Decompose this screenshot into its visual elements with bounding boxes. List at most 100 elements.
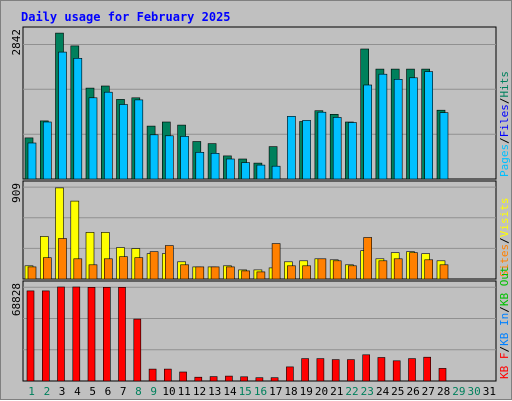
legend-entry: Pages bbox=[498, 144, 511, 177]
bar-kb_f bbox=[301, 358, 309, 382]
bar-sites bbox=[104, 258, 113, 280]
legend-entry: Sites bbox=[498, 244, 511, 277]
bar-kb_f bbox=[438, 368, 447, 382]
bar-sites bbox=[58, 238, 67, 280]
legend-entry: KB In bbox=[498, 313, 511, 346]
bar-sites bbox=[332, 260, 342, 280]
bar-kb_f bbox=[133, 318, 142, 382]
x-tick-label: 21 bbox=[330, 385, 343, 398]
bar-kb_f bbox=[331, 359, 340, 382]
x-tick-label: 24 bbox=[376, 385, 390, 398]
x-tick-label: 12 bbox=[193, 385, 206, 398]
bar-kb_f bbox=[26, 290, 35, 382]
x-tick-label: 19 bbox=[300, 385, 313, 398]
x-tick-label: 25 bbox=[391, 385, 404, 398]
bar-pages bbox=[363, 84, 373, 180]
legend-entry: Files bbox=[498, 104, 511, 137]
x-tick-label: 9 bbox=[150, 385, 157, 398]
bar-kb_f bbox=[118, 286, 126, 382]
x-tick-label: 28 bbox=[437, 385, 450, 398]
legend-hits: Pages/Files/Hits bbox=[498, 71, 511, 177]
bar-sites bbox=[119, 256, 128, 280]
bar-pages bbox=[439, 112, 449, 180]
x-tick-label: 22 bbox=[345, 385, 358, 398]
x-tick-label: 27 bbox=[422, 385, 435, 398]
bar-pages bbox=[317, 111, 327, 180]
bar-kb_f bbox=[164, 368, 172, 382]
bar-pages bbox=[58, 51, 67, 180]
panel-frame-kbytes bbox=[22, 280, 497, 382]
bar-sites bbox=[73, 258, 83, 280]
bar-pages bbox=[256, 164, 266, 180]
x-tick-label: 10 bbox=[162, 385, 175, 398]
bar-pages bbox=[302, 120, 311, 180]
legend-entry: / bbox=[498, 346, 511, 353]
bar-kb_f bbox=[103, 286, 111, 382]
legend-entry: / bbox=[498, 98, 511, 105]
x-tick-label: 16 bbox=[254, 385, 267, 398]
bar-pages bbox=[180, 136, 189, 180]
bar-kb_f bbox=[209, 376, 218, 382]
x-tick-label: 31 bbox=[483, 385, 496, 398]
bar-kb_f bbox=[362, 354, 371, 382]
bar-sites bbox=[27, 266, 37, 280]
bar-sites bbox=[226, 266, 235, 280]
bar-pages bbox=[409, 77, 418, 180]
bar-kb_f bbox=[316, 358, 325, 382]
bar-sites bbox=[378, 260, 388, 280]
bar-pages bbox=[348, 122, 357, 180]
y-max-label-hits: 2842 bbox=[10, 29, 23, 56]
legend-entry: Visits bbox=[498, 198, 511, 238]
bar-pages bbox=[271, 165, 281, 180]
x-tick-label: 3 bbox=[59, 385, 66, 398]
legend-visits: Sites/Visits bbox=[498, 198, 511, 278]
bar-sites bbox=[393, 258, 403, 280]
x-tick-label: 20 bbox=[315, 385, 328, 398]
bar-sites bbox=[424, 259, 434, 280]
bar-pages bbox=[393, 79, 403, 180]
x-tick-label: 23 bbox=[361, 385, 374, 398]
bar-pages bbox=[332, 117, 342, 180]
y-max-label-kbytes: 68828 bbox=[10, 283, 23, 316]
x-tick-label: 13 bbox=[208, 385, 221, 398]
x-tick-label: 6 bbox=[105, 385, 112, 398]
bar-pages bbox=[119, 104, 128, 180]
bar-kb_f bbox=[286, 366, 294, 382]
x-axis-day-labels: 1 2 3 4 5 6 7 8 9 10 11 12 13 14 15 16 17 18 19 20 21 22 23 24 2… bbox=[28, 385, 496, 398]
legend-entry: / bbox=[498, 137, 511, 144]
bar-pages bbox=[378, 73, 388, 180]
panel-hits: 2842 Pages/Files/Hits bbox=[10, 26, 511, 180]
x-tick-label: 5 bbox=[89, 385, 96, 398]
bar-kb_f bbox=[270, 377, 279, 382]
x-tick-label: 1 bbox=[28, 385, 35, 398]
bar-sites bbox=[317, 258, 327, 280]
bar-sites bbox=[363, 237, 373, 280]
bar-kb_f bbox=[392, 360, 401, 382]
bar-sites bbox=[180, 264, 189, 280]
bar-sites bbox=[134, 257, 144, 280]
bar-pages bbox=[287, 116, 296, 180]
bar-pages bbox=[134, 99, 144, 180]
legend-entry: / bbox=[498, 306, 511, 313]
bar-sites bbox=[439, 264, 449, 280]
bar-sites bbox=[165, 245, 174, 280]
bar-sites bbox=[42, 257, 52, 280]
bar-pages bbox=[165, 135, 174, 180]
x-tick-label: 7 bbox=[120, 385, 127, 398]
bar-sites bbox=[348, 265, 357, 280]
bar-pages bbox=[195, 152, 205, 180]
bar-pages bbox=[73, 57, 83, 180]
x-tick-label: 26 bbox=[406, 385, 419, 398]
bar-kb_f bbox=[87, 286, 96, 382]
bar-kb_f bbox=[148, 368, 157, 382]
x-tick-label: 29 bbox=[452, 385, 465, 398]
legend-entry: KB Out bbox=[498, 266, 511, 306]
x-tick-label: 18 bbox=[284, 385, 297, 398]
x-tick-label: 11 bbox=[178, 385, 191, 398]
bar-pages bbox=[241, 162, 250, 180]
x-tick-label: 4 bbox=[74, 385, 81, 398]
x-tick-label: 2 bbox=[44, 385, 51, 398]
